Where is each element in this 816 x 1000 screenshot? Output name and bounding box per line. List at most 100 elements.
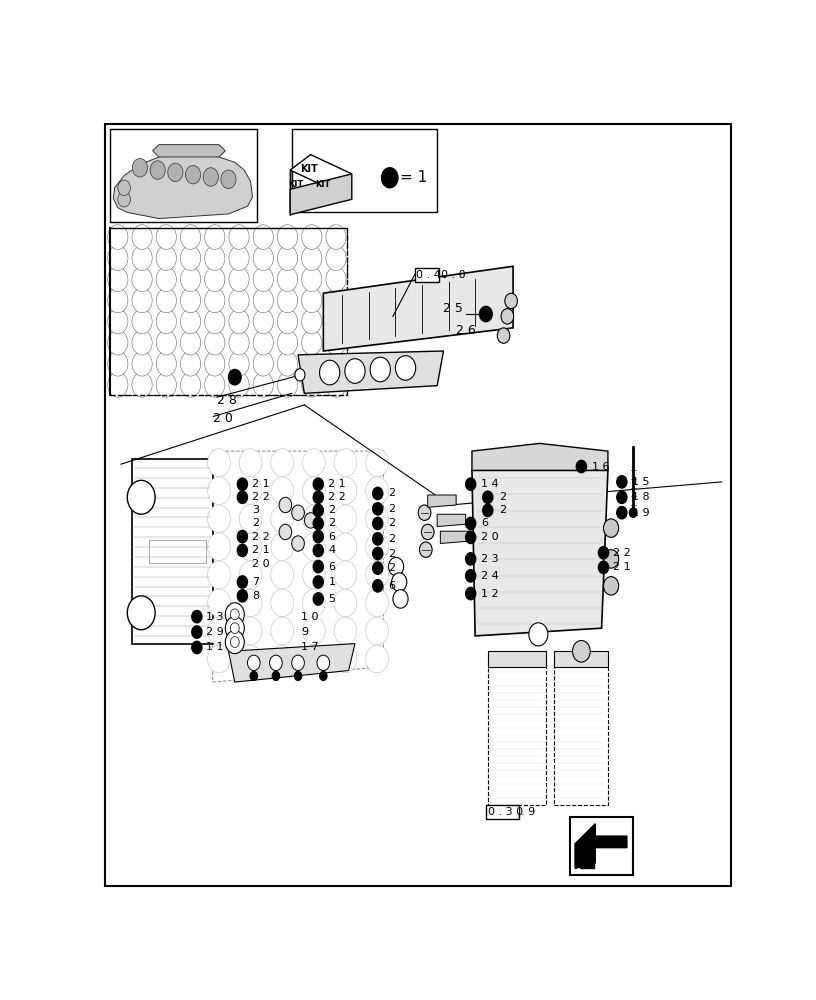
Circle shape — [127, 596, 155, 630]
Text: 1 4: 1 4 — [481, 479, 499, 489]
Circle shape — [529, 623, 548, 646]
Circle shape — [303, 617, 326, 645]
Polygon shape — [290, 174, 352, 215]
Circle shape — [207, 645, 230, 673]
Circle shape — [239, 617, 262, 645]
Text: KIT: KIT — [289, 180, 304, 189]
Circle shape — [253, 351, 273, 376]
Circle shape — [466, 531, 476, 544]
Text: 2: 2 — [388, 549, 395, 559]
Circle shape — [108, 351, 128, 376]
Circle shape — [373, 503, 383, 515]
Circle shape — [132, 267, 152, 292]
Circle shape — [326, 373, 346, 397]
Polygon shape — [213, 451, 384, 682]
Circle shape — [313, 504, 323, 517]
Circle shape — [313, 560, 323, 573]
Circle shape — [304, 513, 317, 528]
Polygon shape — [228, 644, 355, 682]
Circle shape — [277, 288, 298, 313]
Circle shape — [366, 645, 388, 673]
Circle shape — [277, 351, 298, 376]
Polygon shape — [109, 228, 348, 395]
Circle shape — [225, 631, 244, 654]
Text: 2: 2 — [388, 563, 395, 573]
Circle shape — [180, 267, 201, 292]
Text: 5: 5 — [328, 594, 335, 604]
Text: 2: 2 — [252, 518, 259, 528]
Circle shape — [573, 641, 590, 662]
Circle shape — [253, 309, 273, 334]
Circle shape — [302, 246, 322, 270]
Text: . 9: . 9 — [521, 807, 535, 817]
Circle shape — [156, 246, 176, 270]
Circle shape — [277, 373, 298, 397]
Circle shape — [207, 533, 230, 561]
Circle shape — [271, 449, 294, 477]
Text: 2 2: 2 2 — [328, 492, 346, 502]
Circle shape — [269, 655, 282, 671]
Circle shape — [205, 225, 225, 249]
Text: 6: 6 — [388, 581, 395, 591]
Polygon shape — [575, 824, 627, 868]
Text: 2 4: 2 4 — [481, 571, 499, 581]
Circle shape — [205, 373, 225, 397]
Text: 1 5: 1 5 — [632, 477, 650, 487]
Circle shape — [237, 544, 247, 557]
Text: 2 2: 2 2 — [613, 548, 631, 558]
Circle shape — [253, 288, 273, 313]
Circle shape — [185, 165, 201, 184]
Circle shape — [132, 330, 152, 355]
Circle shape — [271, 645, 294, 673]
Circle shape — [345, 359, 365, 383]
Circle shape — [156, 309, 176, 334]
Circle shape — [207, 505, 230, 533]
Circle shape — [229, 288, 249, 313]
Circle shape — [207, 561, 230, 589]
Circle shape — [302, 309, 322, 334]
Circle shape — [192, 610, 202, 623]
Circle shape — [180, 330, 201, 355]
Polygon shape — [437, 514, 466, 527]
Circle shape — [326, 225, 346, 249]
Circle shape — [156, 225, 176, 249]
Circle shape — [313, 576, 323, 588]
Circle shape — [392, 573, 407, 591]
Circle shape — [230, 637, 239, 647]
Text: 2: 2 — [388, 518, 395, 528]
Text: 2 5: 2 5 — [444, 302, 463, 315]
Circle shape — [239, 505, 262, 533]
Polygon shape — [580, 852, 594, 868]
Circle shape — [237, 590, 247, 602]
Polygon shape — [290, 155, 352, 189]
Text: 1 6: 1 6 — [592, 462, 610, 472]
Circle shape — [292, 655, 304, 671]
Text: 2 3: 2 3 — [481, 554, 499, 564]
Circle shape — [373, 580, 383, 592]
Polygon shape — [415, 268, 439, 282]
Circle shape — [207, 589, 230, 617]
Circle shape — [108, 330, 128, 355]
Circle shape — [279, 497, 292, 513]
Circle shape — [205, 267, 225, 292]
Circle shape — [156, 351, 176, 376]
Text: 2 0: 2 0 — [213, 412, 233, 425]
Circle shape — [373, 487, 383, 500]
Circle shape — [497, 328, 510, 343]
Text: 2: 2 — [328, 518, 335, 528]
Text: 2: 2 — [388, 504, 395, 514]
Circle shape — [156, 267, 176, 292]
Circle shape — [466, 478, 476, 490]
Circle shape — [239, 561, 262, 589]
Circle shape — [334, 477, 357, 505]
Circle shape — [156, 288, 176, 313]
Circle shape — [132, 288, 152, 313]
Circle shape — [366, 449, 388, 477]
Circle shape — [192, 641, 202, 654]
Circle shape — [253, 330, 273, 355]
Circle shape — [247, 655, 260, 671]
Polygon shape — [113, 152, 252, 219]
Circle shape — [239, 589, 262, 617]
Circle shape — [370, 357, 390, 382]
Circle shape — [229, 225, 249, 249]
